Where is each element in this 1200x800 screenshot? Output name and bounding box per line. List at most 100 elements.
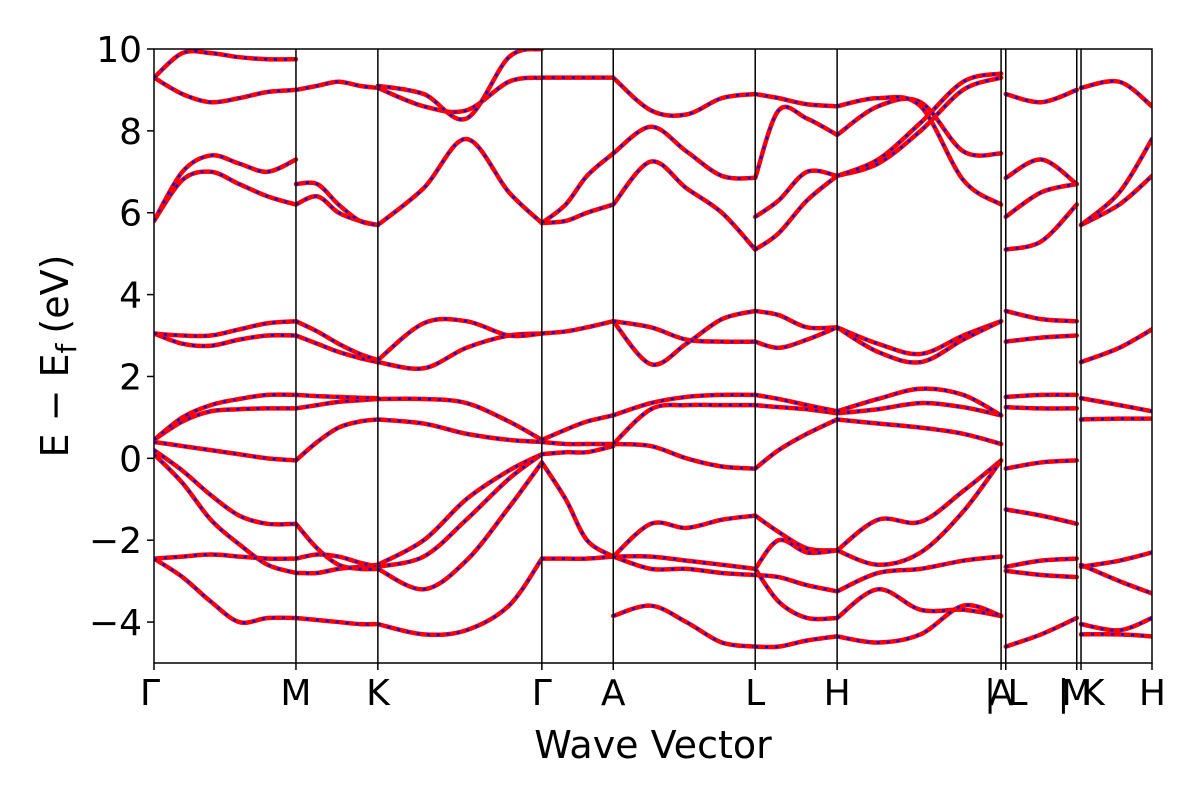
band-line-wannier: [1005, 182, 1078, 218]
band-line-dft: [834, 318, 1004, 357]
band-line-wannier: [377, 76, 542, 114]
y-axis-title: E − Ef (eV): [33, 255, 83, 458]
x-tick-label: A: [601, 673, 626, 714]
plot-frame: [153, 48, 1153, 664]
y-tick-label: −4: [89, 603, 142, 644]
band-line-wannier: [612, 309, 756, 366]
band-line-wannier: [295, 523, 378, 571]
band-line-dft: [611, 75, 758, 118]
band-line-wannier: [154, 440, 297, 462]
band-line-wannier: [754, 514, 838, 552]
band-line-wannier: [541, 555, 614, 561]
band-line-dft: [1078, 550, 1152, 570]
band-line-wannier: [154, 76, 297, 104]
band-line-wannier: [295, 181, 379, 227]
band-line-wannier: [377, 453, 543, 566]
band-line-wannier: [754, 393, 838, 413]
band-line-wannier: [754, 538, 838, 570]
band-line-wannier: [154, 393, 296, 441]
band-line-wannier: [613, 319, 756, 344]
band-line-wannier: [754, 418, 838, 470]
band-line-dft: [834, 400, 1004, 418]
band-line-wannier: [1080, 138, 1152, 226]
band-line-wannier: [154, 49, 296, 79]
band-line-wannier: [612, 555, 756, 577]
x-tick-label: M: [1061, 673, 1092, 714]
x-tick-label: A: [989, 673, 1014, 714]
band-line-wannier: [612, 604, 756, 648]
band-line-wannier: [613, 555, 756, 571]
y-tick-label: 8: [119, 112, 142, 153]
band-line-dft: [1003, 507, 1080, 527]
band-line-dft: [834, 75, 1004, 179]
band-line-dft: [834, 417, 1004, 447]
band-line-wannier: [295, 393, 378, 400]
band-line-dft: [1003, 556, 1080, 570]
band-line-dft: [375, 460, 545, 592]
band-line-wannier: [541, 319, 614, 335]
x-tick-label: Γ: [140, 673, 160, 714]
band-line-wannier: [377, 49, 543, 121]
band-line-wannier: [754, 92, 838, 108]
band-line-wannier: [154, 449, 296, 526]
band-line-dft: [611, 402, 758, 447]
band-line-wannier: [836, 320, 1002, 364]
band-line-wannier: [295, 616, 378, 626]
x-tick-label: H: [1139, 673, 1166, 714]
y-tick-label: 0: [119, 439, 142, 480]
bands-layer: [154, 49, 1152, 650]
band-line-dft: [752, 634, 840, 650]
band-line-wannier: [755, 573, 838, 593]
x-tick-label: | L: [984, 673, 1028, 714]
band-line-wannier: [295, 553, 379, 569]
band-line-wannier: [154, 553, 296, 561]
x-tick-label: K: [366, 673, 391, 714]
x-tick-label: M: [280, 673, 311, 714]
y-tick-label: 10: [96, 30, 142, 71]
y-axis-title-unit: (eV): [33, 255, 77, 334]
band-line-wannier: [154, 557, 296, 624]
band-line-wannier: [541, 203, 614, 225]
band-line-wannier: [377, 418, 542, 444]
band-line-wannier: [612, 160, 757, 251]
band-line-wannier: [154, 319, 297, 338]
band-line-dft: [1078, 416, 1152, 422]
y-tick-label: −2: [89, 521, 142, 562]
y-axis-title-subscript: f: [50, 342, 83, 353]
band-line-wannier: [377, 453, 543, 569]
band-line-dft: [1003, 392, 1080, 400]
x-tick-label: H: [824, 673, 851, 714]
band-line-wannier: [754, 326, 838, 350]
band-line-wannier: [154, 154, 297, 222]
band-line-dft: [1078, 631, 1152, 639]
y-axis-title-main: E − E: [33, 353, 77, 457]
band-line-wannier: [295, 195, 379, 227]
band-line-dft: [834, 458, 1004, 553]
band-line-wannier: [1080, 79, 1152, 108]
band-line-wannier: [612, 393, 756, 417]
band-line-wannier: [836, 555, 1002, 593]
band-line-wannier: [541, 444, 614, 456]
x-axis-title: Wave Vector: [534, 723, 772, 767]
band-line-dft: [1003, 202, 1080, 252]
band-line-wannier: [377, 317, 542, 362]
band-line-wannier: [754, 174, 838, 251]
band-line-wannier: [541, 440, 614, 446]
band-line-dft: [834, 602, 1004, 645]
band-line-wannier: [612, 125, 756, 180]
band-line-wannier: [377, 137, 543, 226]
band-line-wannier: [754, 105, 838, 179]
band-line-wannier: [754, 169, 838, 218]
band-line-wannier: [836, 95, 1002, 206]
band-line-dft: [539, 460, 616, 559]
band-line-dft: [1003, 333, 1080, 344]
band-line-dft: [834, 587, 1004, 621]
band-line-dft: [293, 333, 381, 365]
band-line-wannier: [613, 442, 756, 470]
band-line-wannier: [754, 309, 838, 330]
band-line-wannier: [541, 414, 614, 442]
band-line-wannier: [295, 418, 379, 462]
y-axis-ticks: 10 8 6 4 2 0 −2 −4: [89, 30, 154, 644]
